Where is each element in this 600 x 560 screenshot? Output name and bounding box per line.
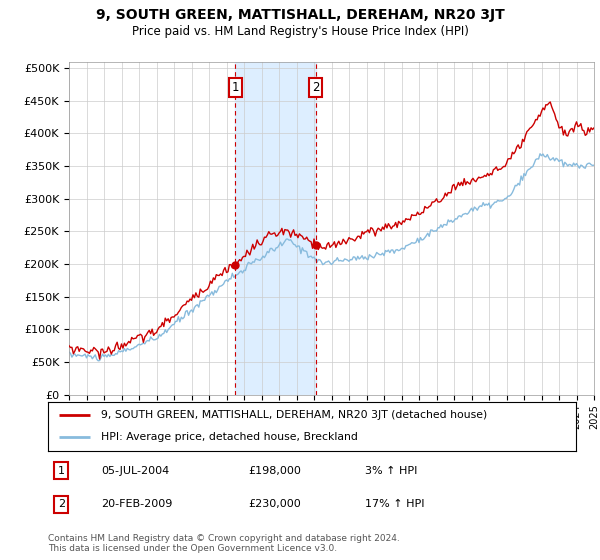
Text: £198,000: £198,000 bbox=[248, 466, 302, 475]
Text: Price paid vs. HM Land Registry's House Price Index (HPI): Price paid vs. HM Land Registry's House … bbox=[131, 25, 469, 38]
Text: 1: 1 bbox=[58, 466, 65, 475]
Text: HPI: Average price, detached house, Breckland: HPI: Average price, detached house, Brec… bbox=[101, 432, 358, 442]
Text: 1: 1 bbox=[232, 81, 239, 94]
Text: 2: 2 bbox=[312, 81, 320, 94]
Text: £230,000: £230,000 bbox=[248, 500, 301, 509]
Text: 05-JUL-2004: 05-JUL-2004 bbox=[101, 466, 169, 475]
Text: Contains HM Land Registry data © Crown copyright and database right 2024.
This d: Contains HM Land Registry data © Crown c… bbox=[48, 534, 400, 553]
Text: 9, SOUTH GREEN, MATTISHALL, DEREHAM, NR20 3JT (detached house): 9, SOUTH GREEN, MATTISHALL, DEREHAM, NR2… bbox=[101, 410, 487, 421]
Text: 20-FEB-2009: 20-FEB-2009 bbox=[101, 500, 172, 509]
Text: 3% ↑ HPI: 3% ↑ HPI bbox=[365, 466, 417, 475]
Text: 2: 2 bbox=[58, 500, 65, 509]
Text: 9, SOUTH GREEN, MATTISHALL, DEREHAM, NR20 3JT: 9, SOUTH GREEN, MATTISHALL, DEREHAM, NR2… bbox=[95, 8, 505, 22]
Text: 17% ↑ HPI: 17% ↑ HPI bbox=[365, 500, 424, 509]
Bar bbox=[235, 62, 316, 395]
